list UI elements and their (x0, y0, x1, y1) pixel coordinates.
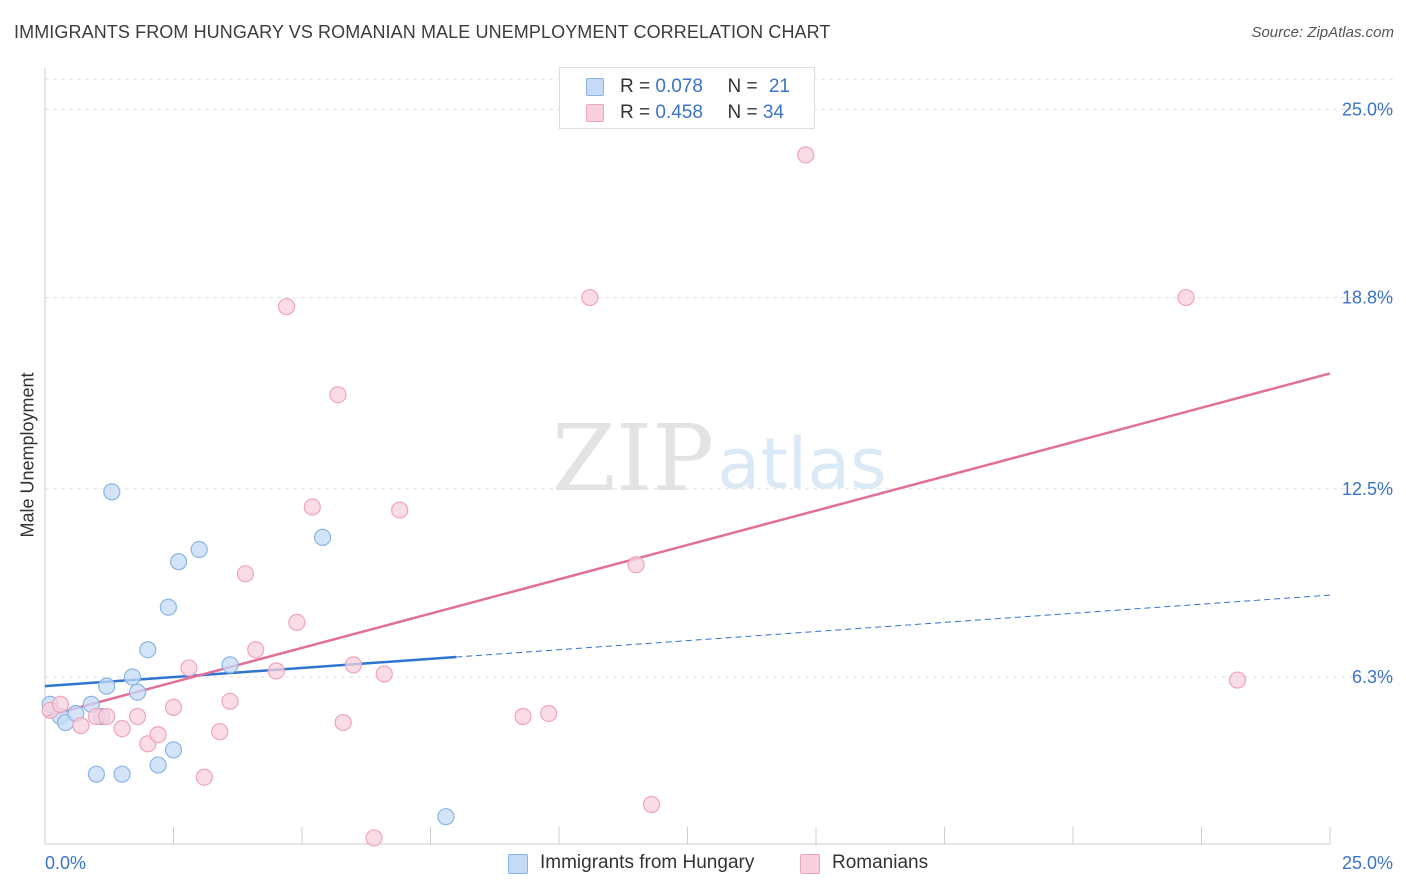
data-points (41, 146, 1247, 847)
data-point (1228, 671, 1247, 689)
data-point (190, 540, 208, 559)
data-point (581, 288, 599, 307)
data-point (514, 707, 532, 726)
tick-labels: 6.3% 12.5% 18.8% 25.0% 0.0% 25.0% (45, 99, 1393, 873)
data-point (642, 795, 661, 814)
y-tick-label: 12.5% (1342, 479, 1393, 499)
data-point (51, 695, 70, 713)
legend-label-romanians: Romanians (832, 852, 929, 873)
data-point (164, 741, 183, 759)
r-value: 0.458 (655, 102, 703, 123)
data-point (113, 720, 131, 738)
r-label: R = (620, 102, 656, 123)
data-point (149, 756, 167, 774)
data-point (72, 717, 90, 735)
data-point (180, 659, 198, 677)
data-point (375, 665, 393, 683)
data-point (211, 723, 229, 741)
data-point (87, 765, 106, 783)
y-tick-label: 18.8% (1342, 288, 1393, 308)
data-point (627, 556, 645, 574)
legend-label-hungary: Immigrants from Hungary (540, 852, 755, 873)
source-label: Source: ZipAtlas.com (1251, 24, 1394, 41)
data-point (391, 501, 409, 519)
romanians-swatch (586, 104, 604, 122)
chart-title: IMMIGRANTS FROM HUNGARY VS ROMANIAN MALE… (14, 22, 831, 42)
data-point (139, 641, 157, 659)
x-tick-label-min: 0.0% (45, 853, 86, 873)
y-axis-label: Male Unemployment (17, 372, 38, 538)
data-point (103, 483, 121, 501)
data-point (195, 768, 213, 786)
data-point (113, 765, 131, 783)
trend-line-0-extension (456, 594, 1331, 658)
watermark-atlas: atlas (717, 423, 886, 505)
y-tick-label: 25.0% (1342, 99, 1393, 119)
legend-swatch-hungary (508, 854, 528, 874)
series-1-points (41, 146, 1247, 847)
n-value: 21 (768, 76, 790, 97)
data-point (170, 553, 188, 571)
legend-swatch-romanians (800, 854, 820, 874)
data-point (98, 677, 116, 695)
axes (44, 68, 1331, 845)
data-point (159, 598, 177, 616)
data-point (267, 662, 285, 680)
data-point (123, 668, 141, 686)
n-label: N = (727, 76, 763, 97)
y-tick-label: 6.3% (1352, 667, 1393, 687)
trend-line-1 (44, 372, 1331, 718)
data-point (221, 656, 239, 674)
r-label: R = (620, 76, 656, 97)
data-point (128, 683, 147, 701)
data-point (128, 707, 147, 726)
n-value: 34 (762, 102, 784, 123)
series-0-points (41, 483, 455, 826)
data-point (365, 829, 383, 847)
n-label: N = (727, 102, 763, 123)
data-point (329, 386, 347, 404)
data-point (247, 641, 265, 659)
data-point (797, 146, 815, 164)
data-point (540, 704, 558, 723)
hungary-swatch (586, 78, 604, 96)
data-point (149, 726, 167, 744)
r-value: 0.078 (655, 76, 703, 97)
data-point (344, 656, 362, 674)
data-point (288, 613, 306, 631)
x-tick-label-max: 25.0% (1342, 853, 1393, 873)
watermark-zip: ZIP (552, 405, 714, 512)
data-point (221, 692, 239, 710)
data-point (437, 808, 455, 826)
stats-legend: R = 0.078 N = 21 R = 0.458 N = 34 (559, 67, 815, 129)
data-point (303, 498, 321, 516)
data-point (98, 707, 116, 726)
data-point (164, 698, 183, 716)
data-point (313, 528, 332, 546)
data-point (236, 565, 255, 583)
watermark: ZIP atlas (552, 405, 887, 512)
data-point (334, 713, 352, 732)
data-point (1177, 288, 1195, 307)
grid-lines (45, 78, 1395, 678)
data-point (277, 298, 296, 316)
